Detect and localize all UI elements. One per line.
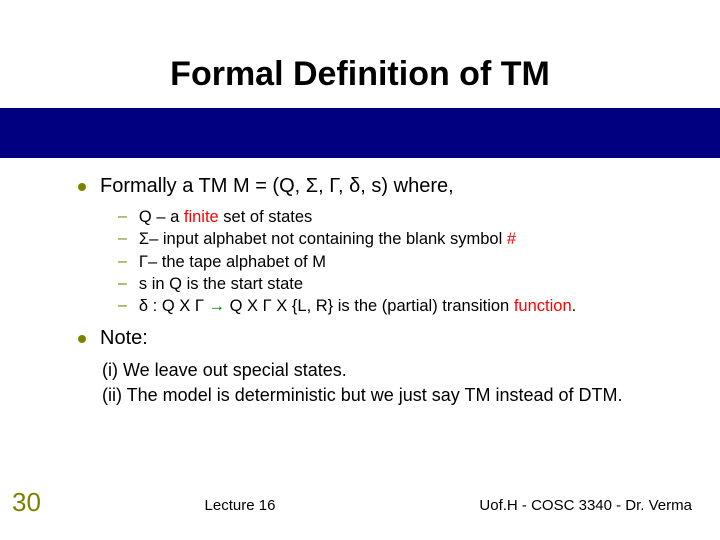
dash-icon: – [118, 206, 127, 228]
emph-finite: finite [184, 208, 219, 226]
note-line-2: (ii) The model is deterministic but we j… [100, 383, 678, 407]
sub-item-s: – s in Q is the start state [118, 273, 678, 295]
bullet-text: Formally a TM M = (Q, Σ, Γ, δ, s) where, [100, 175, 454, 198]
slide: Formal Definition of TM Formally a TM M … [0, 0, 720, 540]
sub-text: δ : Q X Γ → Q X Γ X {L, R} is the (parti… [139, 295, 576, 317]
title-banner [0, 108, 720, 158]
sub-item-sigma: – Σ– input alphabet not containing the b… [118, 228, 678, 250]
sub-text: Γ– the tape alphabet of M [139, 251, 326, 273]
sub-item-delta: – δ : Q X Γ → Q X Γ X {L, R} is the (par… [118, 295, 678, 317]
footer-right: Uof.H - COSC 3340 - Dr. Verma [479, 497, 692, 514]
dash-icon: – [118, 295, 127, 317]
sub-item-gamma: – Γ– the tape alphabet of M [118, 251, 678, 273]
sub-text: Σ– input alphabet not containing the bla… [139, 228, 516, 250]
sub-item-q: – Q – a finite set of states [118, 206, 678, 228]
dash-icon: – [118, 228, 127, 250]
emph-function: function [514, 297, 572, 315]
emph-hash: # [507, 230, 516, 248]
content-area: Formally a TM M = (Q, Σ, Γ, δ, s) where,… [78, 175, 678, 407]
sub-text: s in Q is the start state [139, 273, 303, 295]
bullet-note: Note: [78, 327, 678, 350]
dash-icon: – [118, 273, 127, 295]
sub-bullet-list: – Q – a finite set of states – Σ– input … [118, 206, 678, 317]
arrow-icon: → [209, 297, 226, 315]
bullet-disc-icon [78, 183, 86, 191]
footer-center: Lecture 16 [0, 497, 480, 514]
sub-text: Q – a finite set of states [139, 206, 312, 228]
bullet-formal-def: Formally a TM M = (Q, Σ, Γ, δ, s) where, [78, 175, 678, 198]
note-line-1: (i) We leave out special states. [100, 358, 678, 382]
bullet-disc-icon [78, 335, 86, 343]
slide-title: Formal Definition of TM [0, 55, 720, 94]
dash-icon: – [118, 251, 127, 273]
notes-block: (i) We leave out special states. (ii) Th… [100, 358, 678, 407]
bullet-text: Note: [100, 327, 148, 350]
